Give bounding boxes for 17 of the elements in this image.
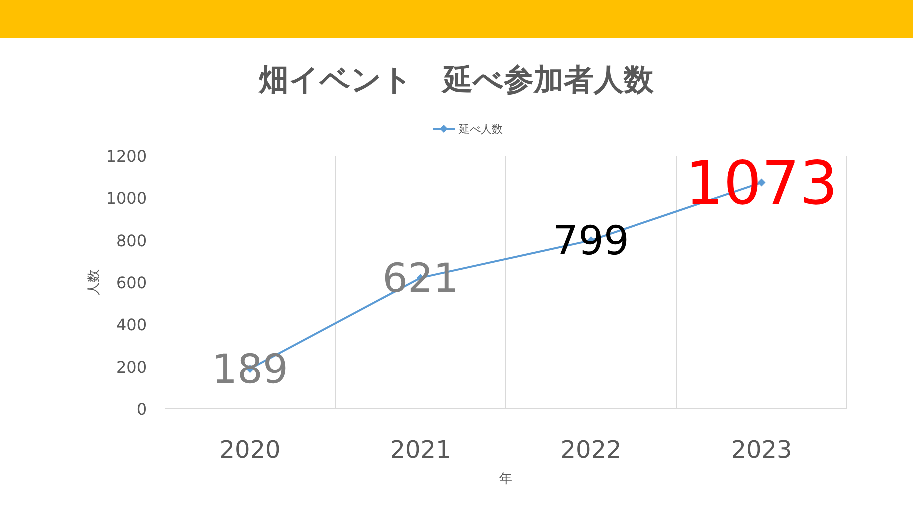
x-tick-label: 2023 [731,436,792,464]
y-axis-title: 人数 [87,270,102,296]
y-tick-label: 600 [116,274,147,292]
chart-title: 畑イベント 延べ参加者人数 [258,63,655,98]
data-label: 1073 [685,148,838,219]
x-tick-label: 2021 [390,436,452,464]
y-tick-label: 400 [116,316,147,335]
legend-label: 延べ人数 [458,123,503,136]
y-tick-label: 1000 [106,189,147,208]
x-tick-label: 2022 [560,436,622,464]
y-tick-label: 0 [136,400,147,419]
data-label: 189 [212,347,288,394]
y-tick-label: 800 [116,231,147,250]
x-axis-title: 年 [500,472,512,487]
x-tick-label: 2020 [220,436,281,464]
y-tick-label: 200 [116,358,147,377]
y-tick-label: 1200 [106,147,147,166]
